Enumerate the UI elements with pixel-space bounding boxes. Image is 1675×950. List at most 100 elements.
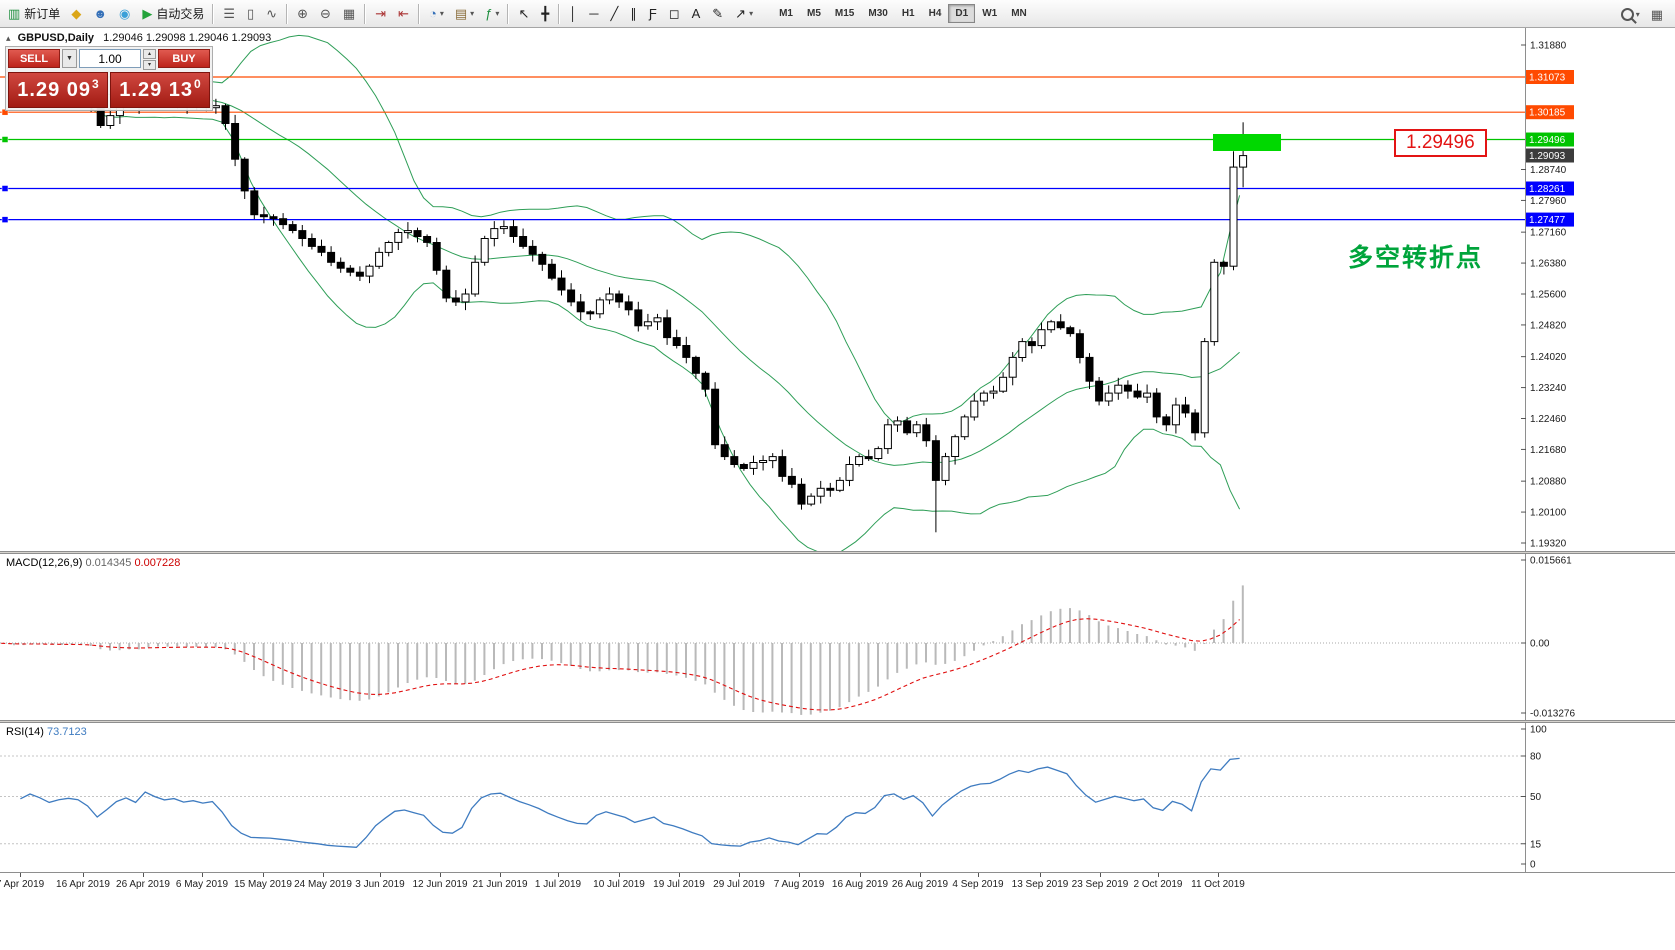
turning-point-annotation[interactable]: 多空转折点	[1348, 244, 1484, 272]
date-label: 4 Sep 2019	[952, 879, 1004, 890]
buy-price-box[interactable]: 1.29 13 0	[110, 72, 210, 108]
candle-body	[643, 321, 652, 327]
candles-chart-icon[interactable]: ▯	[242, 2, 259, 26]
search-button[interactable]: ▾	[1617, 2, 1644, 26]
line-handle[interactable]	[1, 185, 9, 192]
vertical-line-icon[interactable]: │	[564, 2, 582, 26]
timeframe-m15[interactable]: M15	[834, 8, 855, 19]
crosshair-icon: ╋	[541, 6, 550, 21]
profiles-icon: ◆	[71, 6, 82, 21]
timeframe-m30[interactable]: M30	[868, 8, 888, 19]
text-icon[interactable]: A	[687, 2, 706, 26]
horizontal-line-icon[interactable]: ─	[584, 2, 603, 26]
volume-input[interactable]	[79, 49, 141, 68]
price-tag	[1526, 105, 1574, 120]
macd-bar	[541, 643, 543, 660]
zoom-out-icon[interactable]: ⊖	[315, 2, 336, 26]
macd-bar	[905, 643, 908, 669]
macd-bar	[1049, 611, 1052, 643]
refresh-icon[interactable]: ◉	[114, 2, 135, 26]
macd-bar	[13, 643, 15, 646]
trendline-icon[interactable]: ╱	[606, 2, 624, 26]
timeframe-w1[interactable]: W1	[982, 8, 998, 19]
panel-splitter-2[interactable]	[0, 720, 1675, 723]
volume-dropdown[interactable]: ▼	[62, 49, 77, 68]
sell-button[interactable]: SELL	[8, 49, 60, 68]
tile-windows-icon[interactable]: ▦	[338, 2, 360, 26]
toolbar: ▥ 新订单 ◆ ☻ ◉ ▶ 自动交易 ☰ ▯ ∿ ⊕ ⊖ ▦ ⇥ ⇤ ◔ ▾ ▤ ▾ ƒ ▾ ↖ ╋ │ ─ ╱ ∥ Ƒ ◻ A ✎ ↗ ▾ M…	[0, 0, 1675, 28]
macd-bar	[157, 643, 159, 647]
candle-body	[327, 251, 336, 263]
spinner-down-icon[interactable]: ▾	[143, 60, 156, 70]
date-label: 26 Apr 2019	[116, 879, 170, 890]
candle-body	[615, 293, 624, 303]
macd-bar	[377, 643, 380, 697]
arrows-icon[interactable]: ↗ ▾	[730, 2, 757, 26]
price-annotation-box[interactable]: 1.29496	[1394, 129, 1487, 157]
rsi-line	[20, 757, 1240, 848]
profiles-icon[interactable]: ◆	[66, 2, 86, 26]
candle-body	[711, 388, 720, 446]
price-axis-label: 1.21680	[1530, 445, 1567, 456]
date-axis[interactable]: 7 Apr 2019 16 Apr 2019 26 Apr 2019 6 May 20…	[0, 872, 1675, 950]
channel-icon[interactable]: ∥	[625, 2, 642, 26]
macd-bar	[291, 643, 294, 688]
zoom-in-icon[interactable]: ⊕	[292, 2, 313, 26]
candle-body	[250, 190, 259, 216]
macd-bar	[118, 643, 121, 651]
timeframe-mn[interactable]: MN	[1011, 8, 1027, 19]
crosshair-icon[interactable]: ╋	[536, 2, 554, 26]
line-handle[interactable]	[1, 136, 9, 143]
timeframe-m5[interactable]: M5	[807, 8, 821, 19]
collapse-panel-icon[interactable]: ▴	[6, 33, 11, 43]
candle-body	[403, 230, 412, 234]
candle-body	[1114, 384, 1123, 394]
period-icon: ◔	[429, 6, 437, 21]
green-zone-object[interactable]	[1213, 134, 1281, 151]
main-chart-canvas[interactable]: 1.31880 1.28740 1.27960 1.27160 1.26380 1.256…	[0, 28, 1675, 551]
fibonacci-icon[interactable]: Ƒ	[644, 2, 662, 26]
date-label: 11 Oct 2019	[1191, 879, 1245, 890]
bars-chart-icon[interactable]: ☰	[218, 2, 240, 26]
period-dropdown[interactable]: ◔ ▾	[424, 2, 448, 26]
candle-body	[375, 251, 384, 267]
candle-body	[634, 309, 643, 327]
macd-bar	[195, 643, 198, 647]
candle-body	[442, 269, 451, 299]
sell-price-box[interactable]: 1.29 09 3	[8, 72, 108, 108]
buy-button[interactable]: BUY	[158, 49, 210, 68]
date-label: 3 Jun 2019	[355, 879, 405, 890]
timeframe-h4[interactable]: H4	[928, 8, 942, 19]
templates-dropdown[interactable]: ▤ ▾	[450, 2, 478, 26]
macd-bar	[838, 643, 841, 708]
shapes-icon[interactable]: ◻	[664, 2, 685, 26]
indicators-dropdown[interactable]: ƒ ▾	[480, 2, 503, 26]
text-icon: A	[691, 6, 701, 21]
panel-splitter[interactable]	[0, 551, 1675, 554]
macd-canvas[interactable]: 0.015661 0.00 -0.013276	[0, 554, 1675, 720]
auto-scroll-icon[interactable]: ⇥	[370, 2, 391, 26]
candle-body	[547, 263, 556, 279]
timeframe-h1[interactable]: H1	[901, 8, 915, 19]
community-icon[interactable]: ☻	[88, 2, 112, 26]
spinner-up-icon[interactable]: ▴	[143, 49, 156, 59]
macd-bar	[1126, 631, 1129, 643]
macd-bar	[32, 643, 35, 645]
rsi-canvas[interactable]: 100 80 50 15 0	[0, 723, 1675, 872]
label-icon[interactable]: ✎	[707, 2, 728, 26]
buy-price: 1.29 13	[119, 78, 194, 101]
windows-button[interactable]: ▦	[1646, 2, 1668, 26]
chart-shift-icon[interactable]: ⇤	[393, 2, 414, 26]
macd-bar	[368, 643, 371, 700]
cursor-icon[interactable]: ↖	[513, 2, 534, 26]
timeframe-m1[interactable]: M1	[779, 8, 793, 19]
macd-bar	[608, 643, 611, 671]
line-chart-icon[interactable]: ∿	[261, 2, 282, 26]
line-handle[interactable]	[1, 216, 9, 223]
candle-body	[816, 487, 825, 497]
timeframe-d1[interactable]: D1	[948, 4, 976, 23]
price-tag-label: 1.27477	[1529, 215, 1566, 226]
autotrading-button[interactable]: ▶ 自动交易	[137, 2, 208, 26]
autotrading-button-label: 自动交易	[156, 7, 205, 21]
new-order-button[interactable]: ▥ 新订单	[3, 2, 64, 26]
